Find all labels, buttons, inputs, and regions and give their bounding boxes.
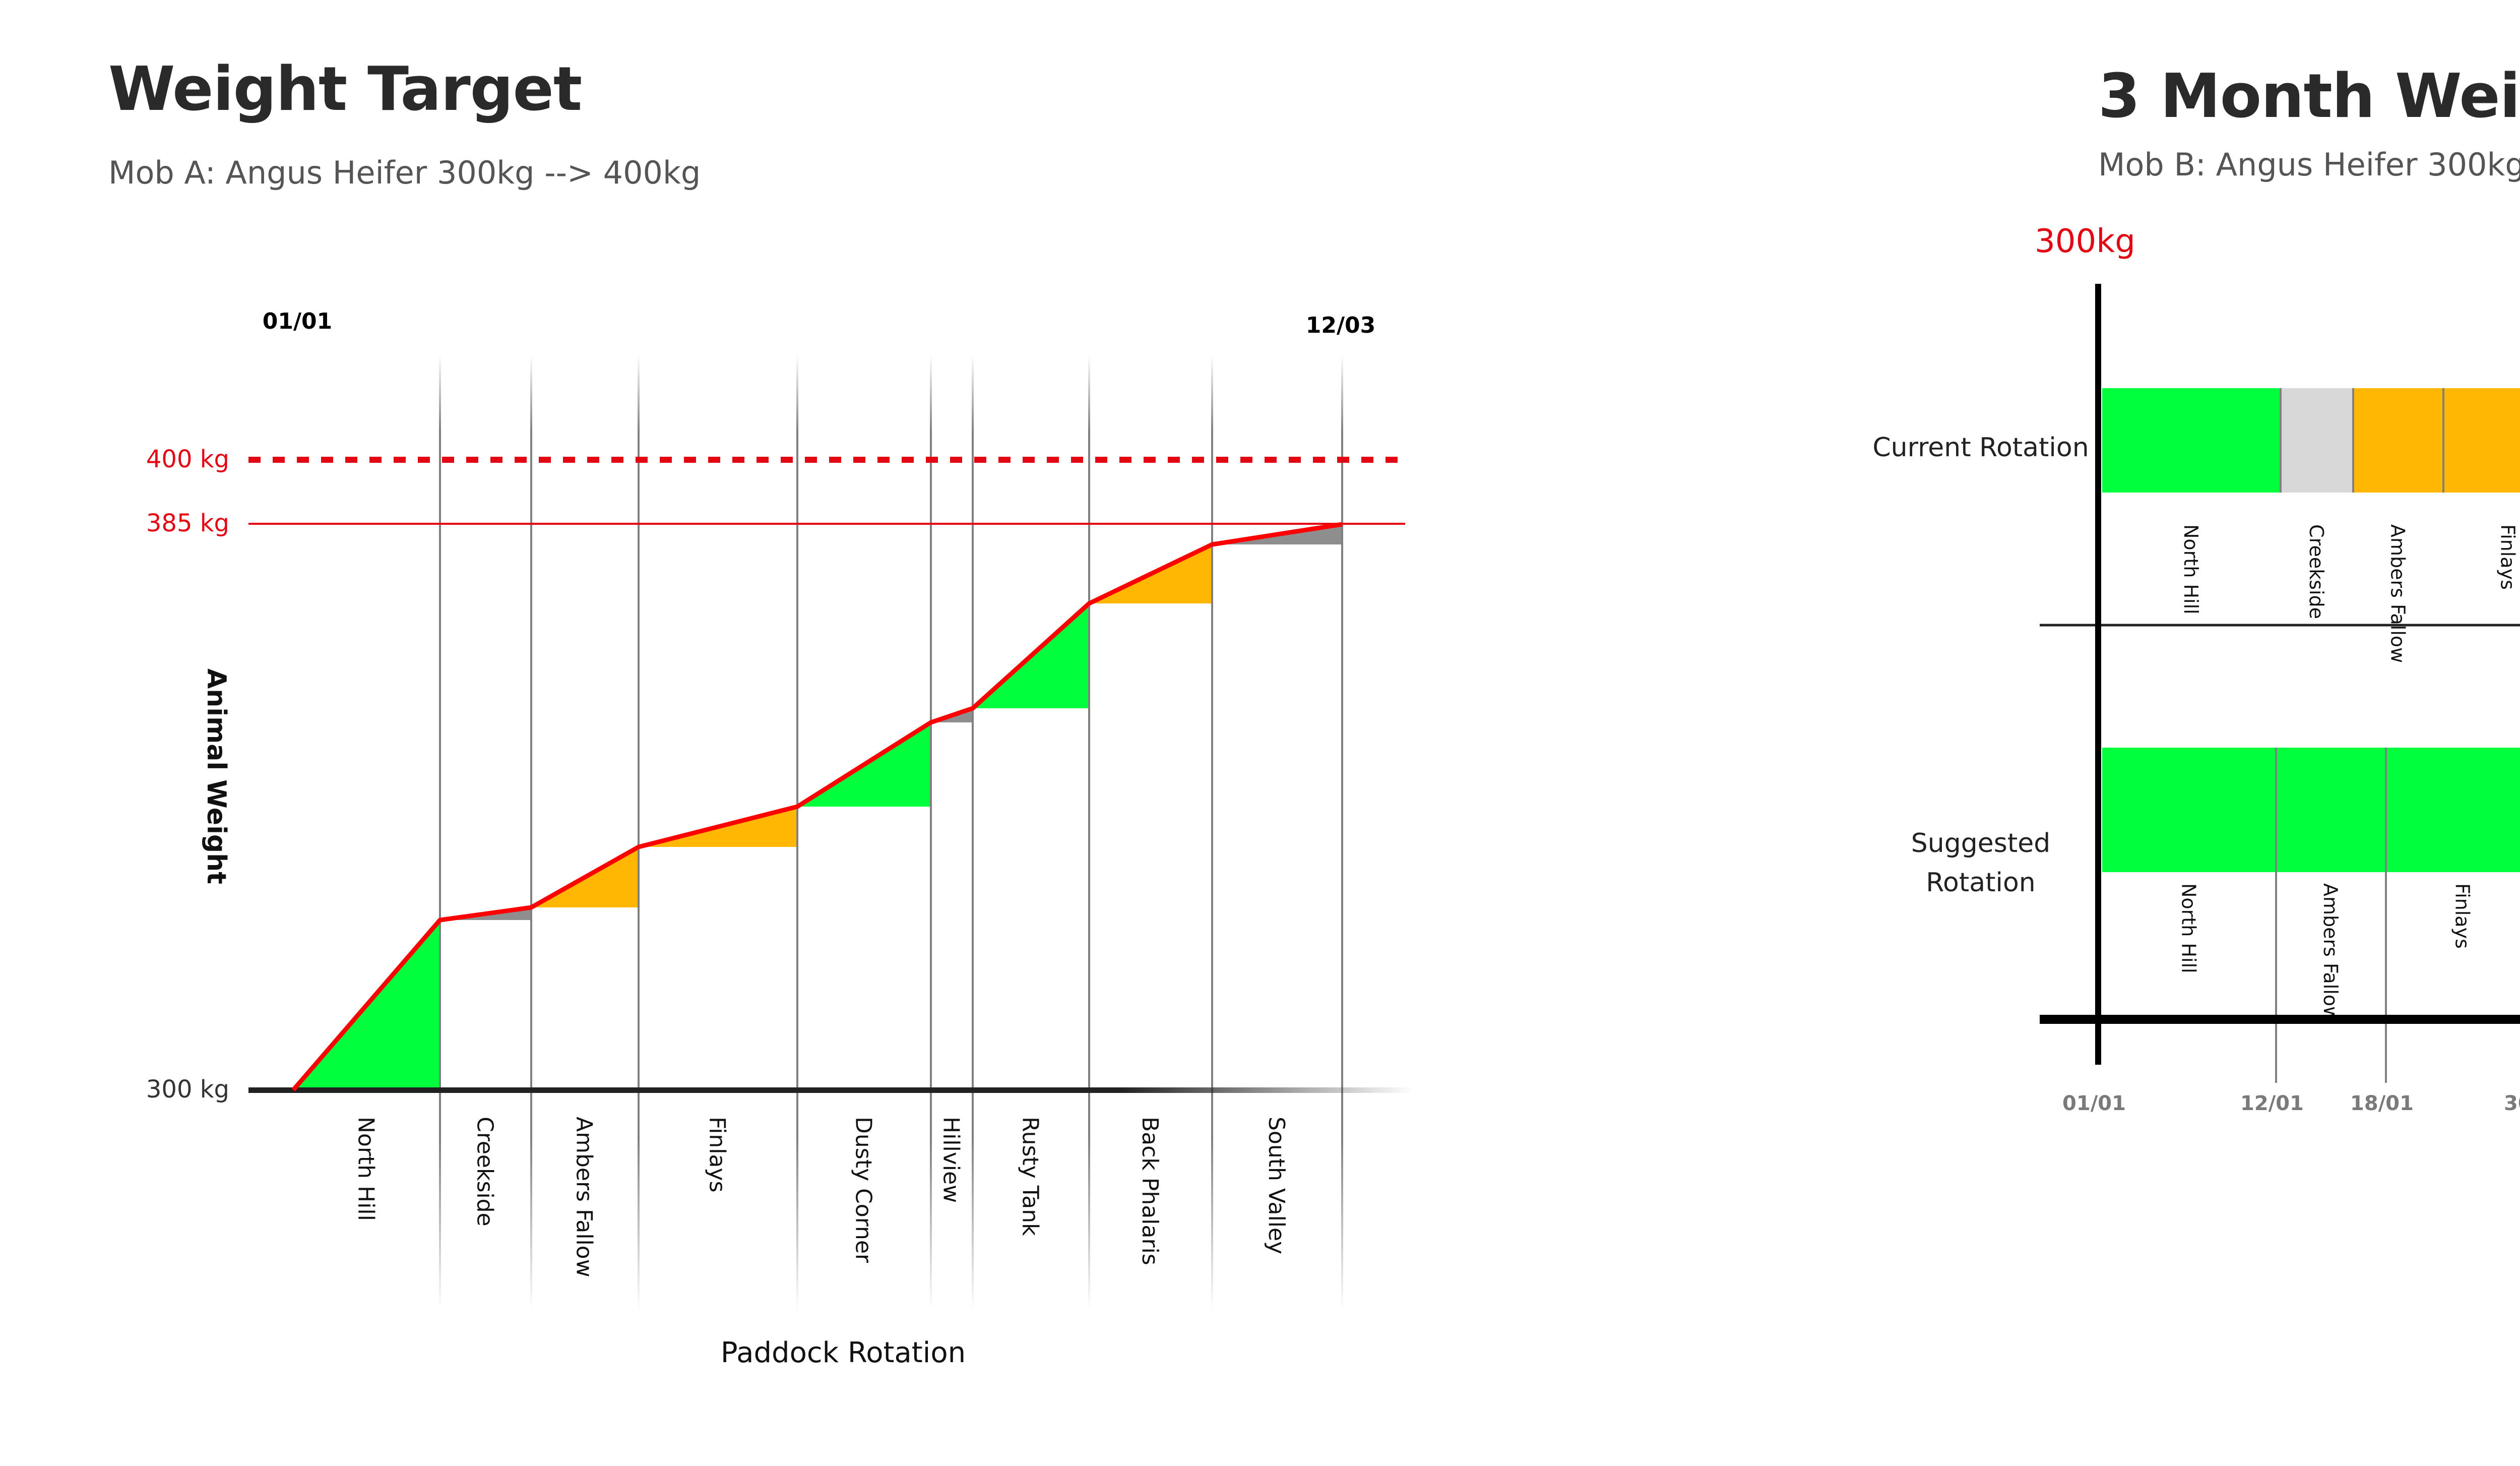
current-rotation-label: Current Rotation <box>1872 433 2089 463</box>
rotation-paddock-label: Ambers Fallow <box>2387 524 2409 663</box>
paddock-divider <box>1088 355 1090 1311</box>
right-chart-title: 3 Month Weight Target <box>2098 62 2520 132</box>
time-axis <box>2040 1015 2520 1024</box>
three-month-rotation-chart: 300kg 400kg Current Rotation Suggested R… <box>1872 223 2520 1115</box>
weight-target-chart: 400 kg 385 kg 300 kg 01/01 12/03 Animal … <box>146 309 1413 1369</box>
paddock-divider <box>796 355 798 1311</box>
segment-divider <box>2442 388 2444 493</box>
y-axis-label: Animal Weight <box>201 668 231 884</box>
paddock-divider <box>930 355 932 1311</box>
date-tick-line <box>2275 748 2277 1083</box>
rotation-paddock-label: Ambers Fallow <box>2319 883 2342 1022</box>
rotation-segment-ambers-fallow <box>2353 388 2443 493</box>
start-weight-label: 300kg <box>2035 223 2135 260</box>
rotation-paddock-label: North Hill <box>2180 524 2202 615</box>
date-tick-labels: 01/0112/0118/0130/0106/0215/0228/025/031… <box>2062 1092 2520 1115</box>
paddock-divider <box>1211 355 1213 1311</box>
paddock-label: Ambers Fallow <box>572 1117 597 1277</box>
rotation-paddock-label: Finlays <box>2451 883 2474 949</box>
paddock-label: Rusty Tank <box>1018 1117 1043 1236</box>
segment-divider <box>2280 388 2282 493</box>
paddock-label: South Valley <box>1264 1117 1289 1254</box>
paddock-divider <box>439 355 441 1311</box>
paddock-divider <box>972 355 974 1311</box>
right-chart-subtitle: Mob B: Angus Heifer 300kg --> 400kg <box>2098 146 2520 183</box>
suggested-date-ticks <box>2275 748 2387 1083</box>
y-tick-385kg: 385 kg <box>146 509 229 537</box>
suggested-rotation-label-line2: Rotation <box>1926 868 2035 898</box>
paddock-label: Creekside <box>472 1117 498 1227</box>
left-chart-title: Weight Target <box>108 54 582 125</box>
paddock-dividers <box>439 355 1343 1311</box>
rotation-segment-finlays <box>2443 388 2520 493</box>
rotation-segment-north-hill <box>2102 388 2281 493</box>
paddock-label: Dusty Corner <box>851 1117 876 1263</box>
paddock-label: Hillview <box>938 1117 964 1203</box>
paddock-divider <box>530 355 532 1311</box>
date-tick-line <box>2385 748 2387 1083</box>
paddock-labels: North Hill Creekside Ambers Fallow Finlays D… <box>353 1117 1290 1277</box>
left-chart-subtitle: Mob A: Angus Heifer 300kg --> 400kg <box>108 154 701 191</box>
paddock-label: North Hill <box>353 1117 379 1221</box>
y-tick-300kg: 300 kg <box>146 1075 229 1104</box>
date-tick-label: 18/01 <box>2350 1092 2414 1115</box>
rotation-segment-creekside <box>2281 388 2353 493</box>
rotation-segment-finlays <box>2386 748 2520 872</box>
rotation-segment-north-hill <box>2102 748 2276 872</box>
segment-divider <box>2352 388 2354 493</box>
y-tick-400kg: 400 kg <box>146 445 229 473</box>
weight-trend-line <box>291 522 1343 1091</box>
start-date-label: 01/01 <box>263 309 333 334</box>
rotation-paddock-label: Finlays <box>2497 524 2519 590</box>
date-tick-label: 12/01 <box>2240 1092 2304 1115</box>
x-axis-label: Paddock Rotation <box>721 1336 966 1369</box>
rotation-paddock-label: Creekside <box>2305 524 2327 619</box>
x-axis <box>248 1087 1413 1093</box>
date-tick-label: 30/01 <box>2504 1092 2520 1115</box>
suggested-rotation-label-line1: Suggested <box>1911 828 2050 859</box>
rotation-paddock-label: North Hill <box>2178 883 2200 973</box>
end-date-label: 12/03 <box>1306 313 1376 338</box>
paddock-label: Finlays <box>705 1117 730 1192</box>
paddock-divider <box>638 355 640 1311</box>
paddock-divider <box>1341 355 1343 1311</box>
date-tick-label: 01/01 <box>2062 1092 2126 1115</box>
rotation-segment-ambers-fallow <box>2276 748 2386 872</box>
paddock-label: Back Phalaris <box>1137 1117 1163 1265</box>
gain-fill-areas <box>293 524 1342 1090</box>
start-axis <box>2095 284 2101 1065</box>
